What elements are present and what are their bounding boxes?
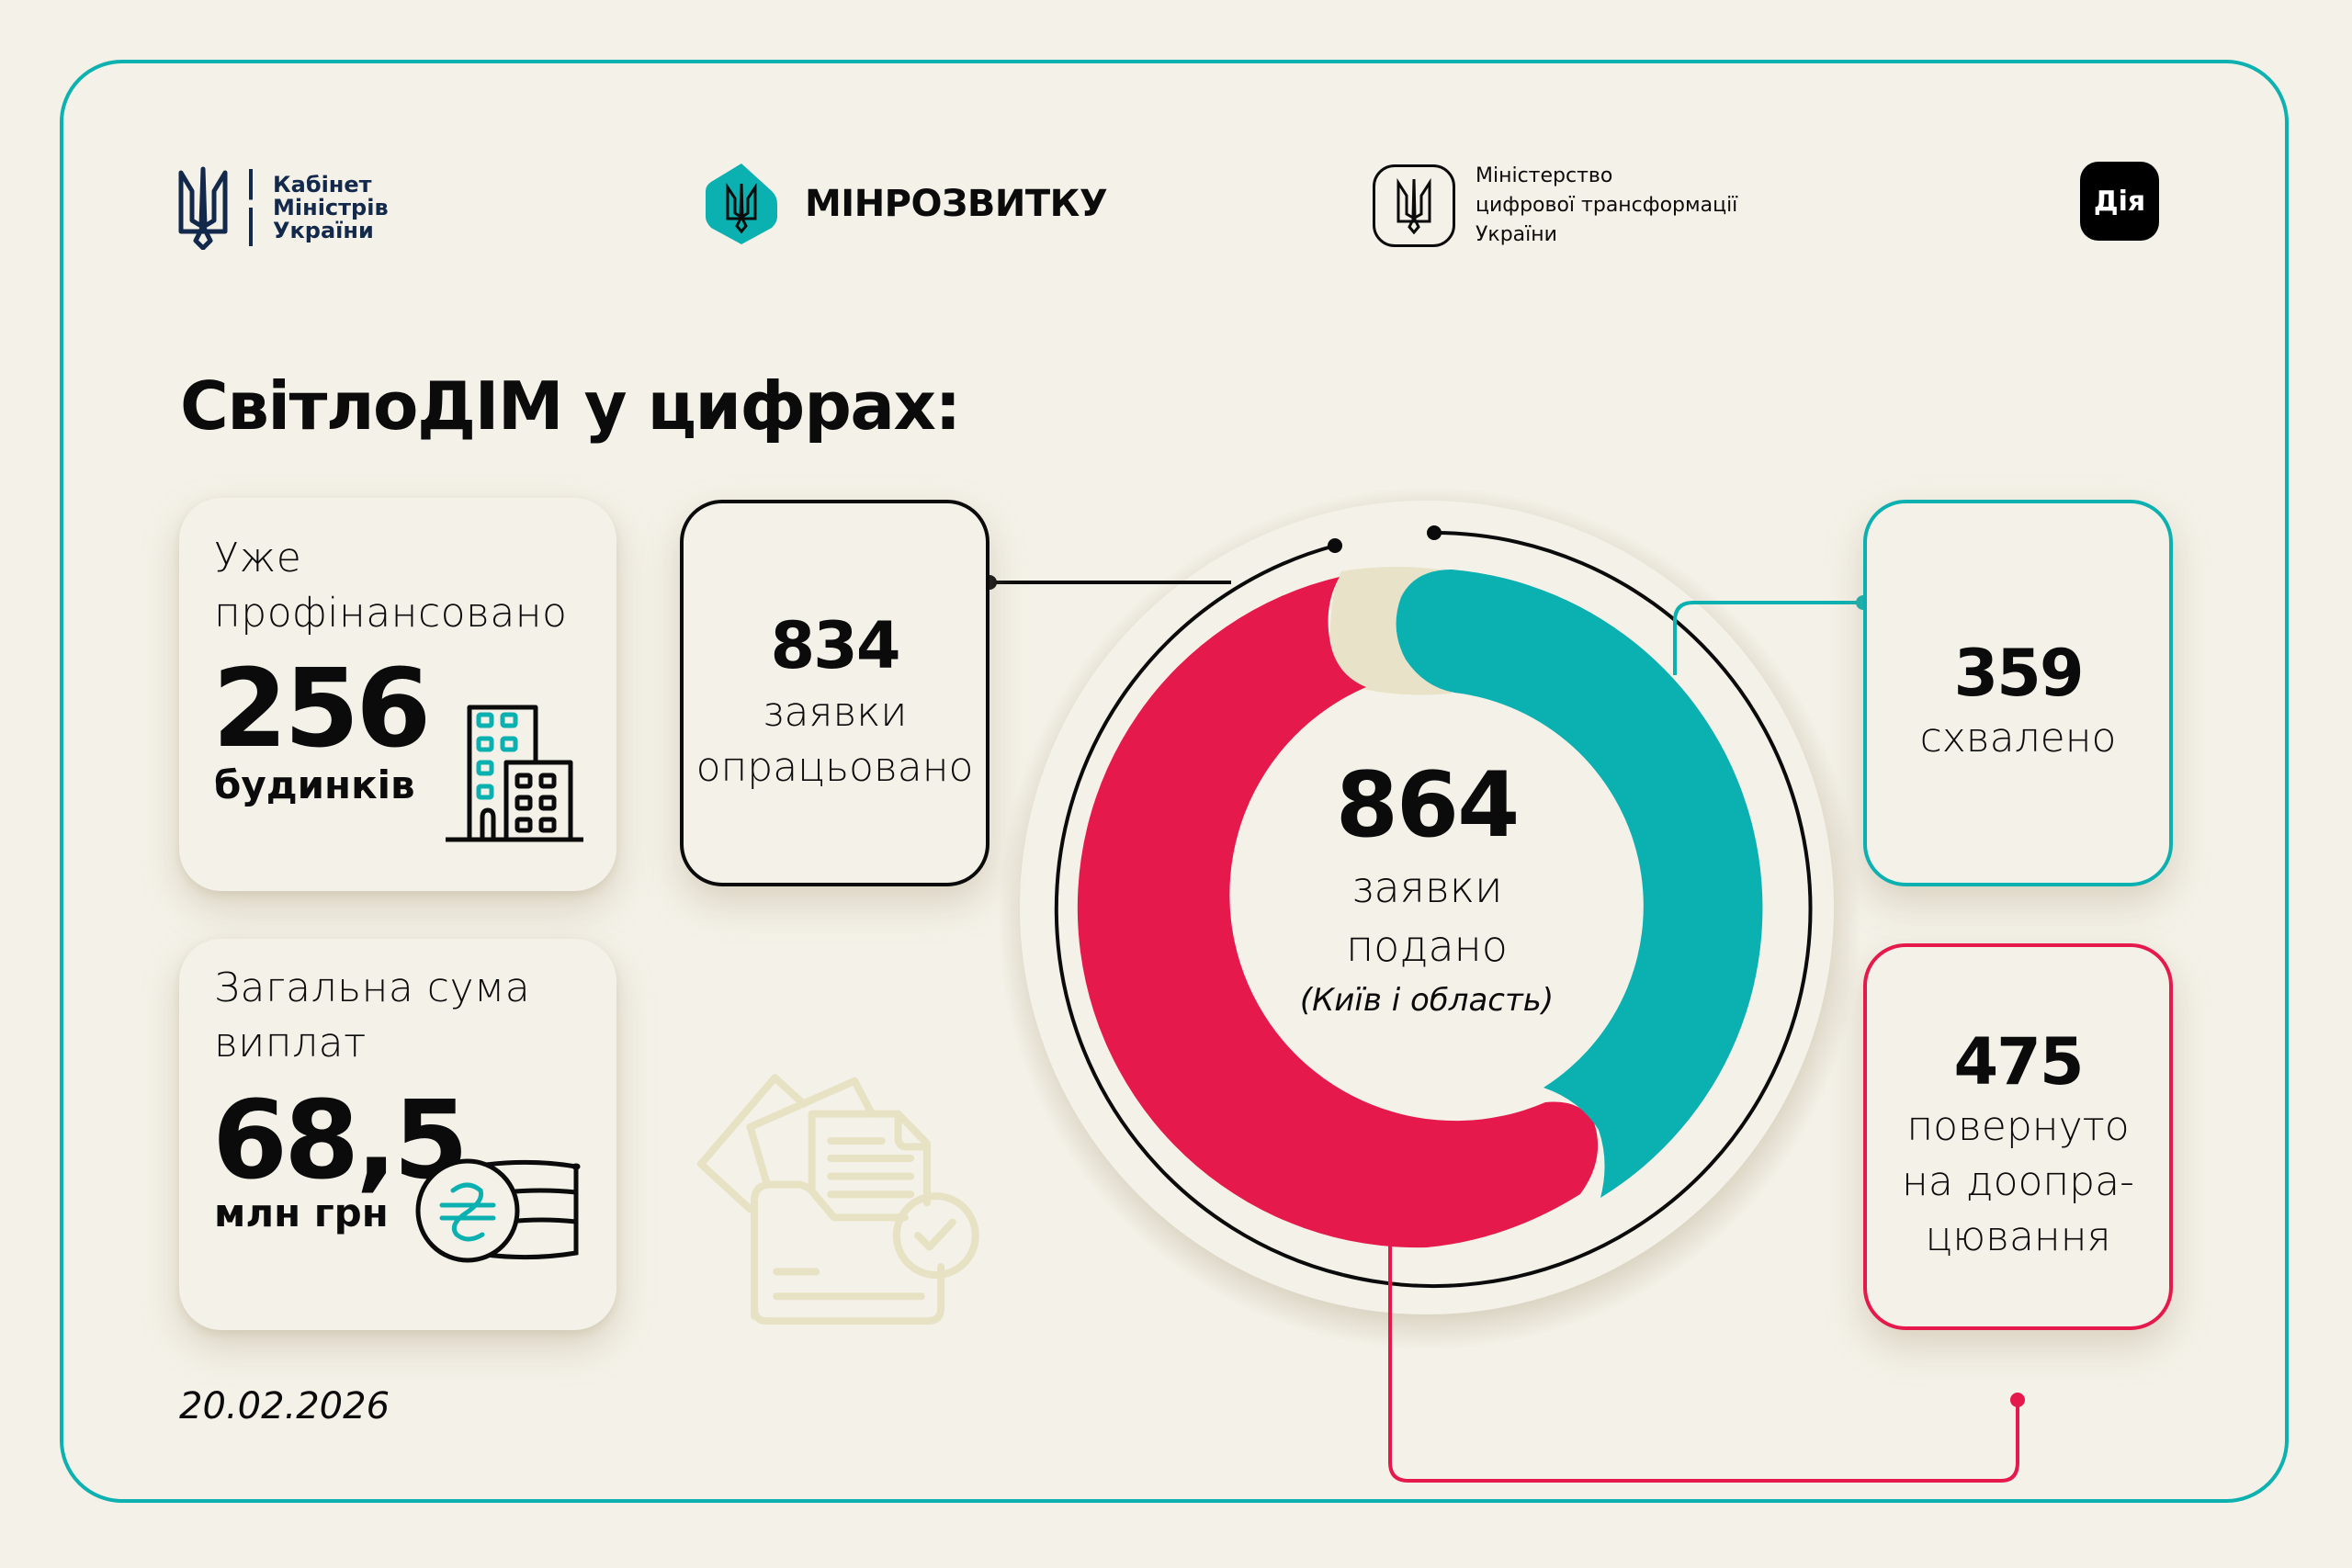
cabinet-logo-line: України <box>273 217 374 243</box>
minrozvytku-emblem-icon <box>706 164 777 244</box>
page-title: СвітлоДІМ у цифрах: <box>180 367 961 445</box>
returned-line: на доопра- <box>1902 1158 2134 1205</box>
cabinet-logo-line: Кабінет <box>273 171 372 197</box>
donut-center-label: 864 заявки подано (Київ і область) <box>1243 761 1611 1025</box>
connector-returned <box>1388 1245 2019 1483</box>
payments-unit: млн грн <box>214 1190 389 1235</box>
ministry-logo-line: України <box>1476 223 1557 246</box>
funded-value: 256 <box>212 645 431 772</box>
trident-icon <box>178 166 228 250</box>
cabinet-logo-line: Міністрів <box>273 194 389 220</box>
connector-approved <box>1673 601 1863 675</box>
funded-unit: будинків <box>214 762 415 807</box>
minrozvytku-logo-text: МІНРОЗВИТКУ <box>805 183 1108 225</box>
connector-dot <box>2010 1393 2025 1407</box>
logo-divider <box>249 169 253 246</box>
returned-applications-box: 475 повернуто на доопра- цювання <box>1863 943 2173 1330</box>
page-frame <box>60 60 2289 1503</box>
payments-label-line: Загальна сума <box>214 964 531 1011</box>
funded-label-line: Уже <box>214 535 302 581</box>
segment-returned <box>1077 577 1599 1248</box>
segment-approved <box>1396 570 1763 1198</box>
returned-line: повернуто <box>1906 1103 2130 1150</box>
approved-line: схвалено <box>1919 715 2117 761</box>
total-payments-card: Загальна сума виплат 68,5 млн грн <box>179 939 616 1330</box>
diia-logo-text: Дія <box>2093 185 2146 218</box>
processed-line: заявки <box>762 689 908 736</box>
funded-label-line: профінансовано <box>214 590 568 637</box>
report-date: 20.02.2026 <box>179 1385 390 1427</box>
total-applications-line: подано <box>1346 921 1508 971</box>
buildings-icon <box>446 705 583 842</box>
total-applications-line: заявки <box>1351 863 1503 912</box>
processed-line: опрацьовано <box>695 744 974 791</box>
logo-minrozvytku: МІНРОЗВИТКУ <box>704 162 1108 246</box>
folder-documents-check-icon <box>696 1074 979 1325</box>
approved-value: 359 <box>1953 636 2084 711</box>
returned-line: цювання <box>1925 1213 2111 1260</box>
payments-label-line: виплат <box>214 1020 367 1066</box>
approved-applications-box: 359 схвалено <box>1863 500 2173 886</box>
ministry-logo-line: цифрової трансформації <box>1476 194 1738 217</box>
processed-value: 834 <box>770 608 900 683</box>
ring-end-dot <box>1328 538 1342 553</box>
total-applications-value: 864 <box>1335 753 1521 858</box>
logo-diia: Дія <box>2080 162 2159 241</box>
trident-icon <box>1396 177 1431 234</box>
region-note: (Київ і область) <box>1299 982 1555 1019</box>
hryvnia-coins-icon <box>415 1158 581 1263</box>
payments-value: 68,5 <box>212 1077 469 1203</box>
returned-value: 475 <box>1953 1024 2084 1100</box>
processed-ring-arc <box>1342 531 1813 1288</box>
processed-ring-arc <box>1054 544 1344 1277</box>
processed-applications-box: 834 заявки опрацьовано <box>680 500 989 886</box>
logo-ministry-digital-transformation: Міністерство цифрової трансформації Укра… <box>1373 162 1737 250</box>
funded-houses-card: Уже профінансовано 256 будинків <box>179 498 616 891</box>
ministry-logo-line: Міністерство <box>1476 164 1613 187</box>
ministry-emblem-frame <box>1373 164 1455 247</box>
ring-end-dot <box>1427 525 1442 540</box>
logo-cabinet-of-ministers: Кабінет Міністрів України <box>177 164 389 252</box>
